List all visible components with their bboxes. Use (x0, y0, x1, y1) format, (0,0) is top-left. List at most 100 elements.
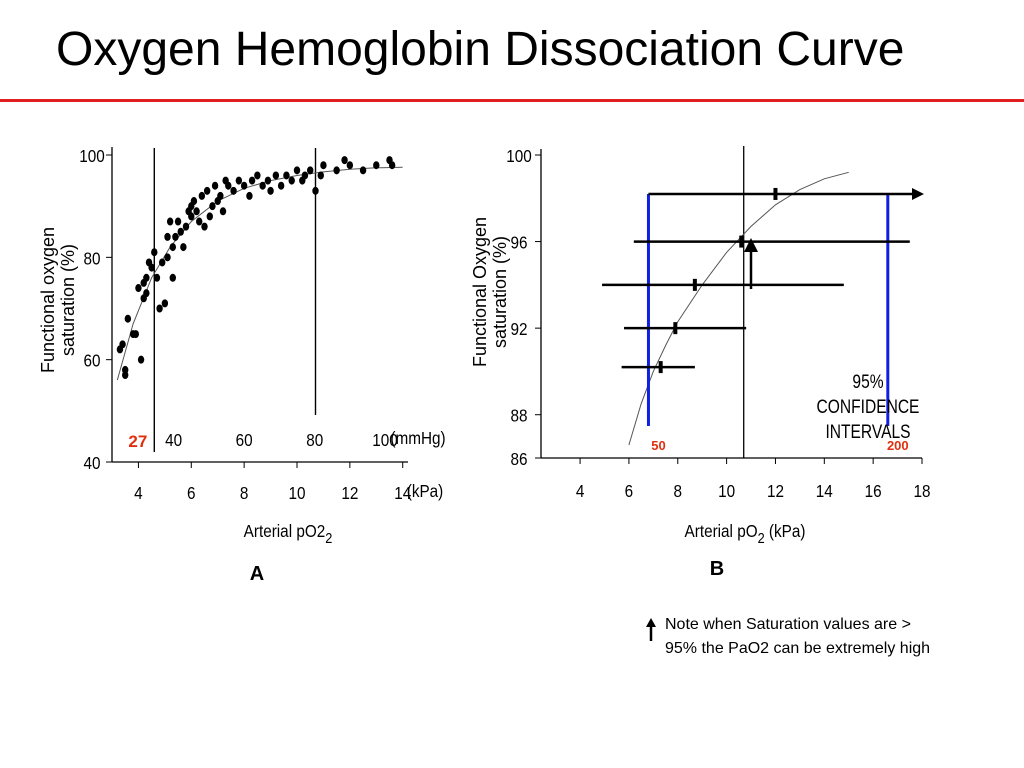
chart-a-point (230, 186, 237, 195)
chart-a-point (267, 186, 274, 195)
chart-a-point (259, 181, 266, 190)
chart-a-point (203, 186, 211, 195)
chart-a-mmhg-tick-label: 80 (306, 430, 323, 450)
chart-a-point (161, 299, 169, 308)
chart-a-points (116, 156, 396, 380)
chart-b-y-tick-label: 96 (510, 232, 527, 252)
chart-a-y-tick-label: 100 (79, 146, 105, 166)
chart-a-point (143, 289, 150, 298)
chart-a-point (264, 176, 272, 185)
chart-a-point (169, 243, 176, 252)
chart-a-point (124, 314, 132, 323)
chart-b-ci-marker (673, 322, 678, 335)
chart-a-point (135, 284, 142, 293)
chart-b-x-tick-label: 8 (674, 481, 683, 501)
svg-text:saturation (%): saturation (%) (490, 236, 510, 348)
chart-b-blue-lines (646, 193, 890, 426)
chart-b-panel-label: B (710, 558, 724, 580)
chart-a-point (153, 273, 161, 282)
chart-a-point (206, 212, 213, 221)
chart-b-blue-label: 200 (887, 438, 909, 453)
chart-a-point (288, 176, 295, 185)
chart-a-x-unit: (kPa) (407, 481, 444, 501)
chart-a-point (193, 207, 200, 216)
chart-a-point (137, 355, 145, 364)
chart-a-x-tick-label: 14 (394, 483, 411, 503)
chart-a-x2-unit: (mmHg) (390, 428, 445, 448)
chart-b-ci-marker (658, 361, 663, 374)
chart-a-point (272, 171, 280, 180)
chart-a-point (164, 253, 171, 262)
chart-a-point (164, 232, 171, 241)
chart-b-arrow-head-icon (912, 187, 924, 200)
chart-b-confidence-intervals (602, 187, 924, 374)
chart-a-point (169, 273, 176, 282)
svg-text:CONFIDENCE: CONFIDENCE (817, 396, 920, 418)
chart-b-x-ticks: 4 6 8 10 12 14 16 18 (576, 458, 931, 501)
chart-a-point (209, 202, 216, 211)
chart-a-y-tick-label: 40 (83, 453, 100, 473)
chart-b-y-tick-label: 92 (510, 319, 527, 339)
chart-b-x-tick-label: 10 (718, 481, 735, 501)
chart-b-blue-labels: 50 200 (651, 438, 908, 453)
chart-a-mmhg-ticks: 40 60 80 100 (165, 430, 398, 450)
chart-a-point (172, 232, 179, 241)
chart-a-point (198, 191, 206, 200)
chart-a-point (159, 258, 166, 267)
chart-a-point (151, 248, 158, 257)
chart-a-fit-curve (116, 166, 403, 381)
chart-a-point (277, 181, 285, 190)
chart-b-x-tick-label: 18 (913, 481, 930, 501)
chart-b-axes (540, 149, 922, 459)
chart-a-point (235, 176, 243, 185)
chart-b-x-tick-label: 6 (625, 481, 634, 501)
svg-text:Functional oxygen: Functional oxygen (38, 227, 58, 373)
note-text: Note when Saturation values are > 95% th… (665, 616, 931, 657)
chart-a-y-ticks: 40 60 80 100 (79, 146, 112, 473)
chart-a-mmhg-tick-label: 60 (236, 430, 253, 450)
chart-a-point (254, 171, 261, 180)
chart-a-point (293, 166, 301, 175)
chart-a-x-tick-label: 12 (341, 483, 358, 503)
chart-b-x-label: Arterial pO2 (kPa) (685, 521, 806, 546)
chart-a-point (166, 217, 174, 226)
title-divider (0, 99, 1024, 102)
chart-a-y-tick-label: 60 (83, 351, 100, 371)
chart-a-point (307, 166, 314, 175)
chart-b-up-arrow-icon (744, 238, 758, 289)
chart-a-point (188, 212, 195, 221)
chart-b-curve (628, 171, 849, 446)
chart-b-y-ticks: 86 88 92 96 100 (506, 146, 541, 469)
chart-a-point (341, 156, 348, 165)
chart-a-point (219, 207, 227, 216)
chart-b-x-tick-label: 14 (816, 481, 833, 501)
chart-a-y-label: Functional oxygen saturation (%) (38, 227, 78, 373)
chart-a-point (246, 191, 253, 200)
chart-a-point (317, 171, 324, 180)
chart-b: 4 6 8 10 12 14 16 18 86 88 92 96 100 50 200 95% CONF… (470, 146, 931, 580)
chart-a-point (119, 340, 126, 349)
chart-a-mmhg-tick-label: 100 (372, 430, 398, 450)
chart-b-annotation: 95% CONFIDENCE INTERVALS (817, 371, 920, 443)
chart-a-point (148, 263, 155, 272)
chart-a-x-tick-label: 6 (187, 483, 196, 503)
svg-text:saturation (%): saturation (%) (58, 244, 78, 356)
chart-a-point (248, 176, 256, 185)
chart-b-y-tick-label: 100 (506, 146, 532, 166)
chart-a-x-tick-label: 8 (240, 483, 249, 503)
chart-a-point (225, 181, 232, 190)
chart-b-y-tick-label: 88 (510, 406, 527, 426)
chart-a-x-tick-label: 10 (288, 483, 305, 503)
chart-a-point (177, 227, 184, 236)
chart-a-point (359, 166, 367, 175)
chart-a-x-ticks: 4 6 8 10 12 14 (134, 462, 411, 503)
chart-b-x-tick-label: 12 (767, 481, 784, 501)
chart-a-point (182, 222, 190, 231)
chart-a-x-tick-label: 4 (134, 483, 143, 503)
chart-a-point (180, 243, 187, 252)
chart-a-point (346, 161, 354, 170)
chart-a-point (388, 161, 396, 170)
chart-a-mmhg-tick-label: 40 (165, 430, 182, 450)
